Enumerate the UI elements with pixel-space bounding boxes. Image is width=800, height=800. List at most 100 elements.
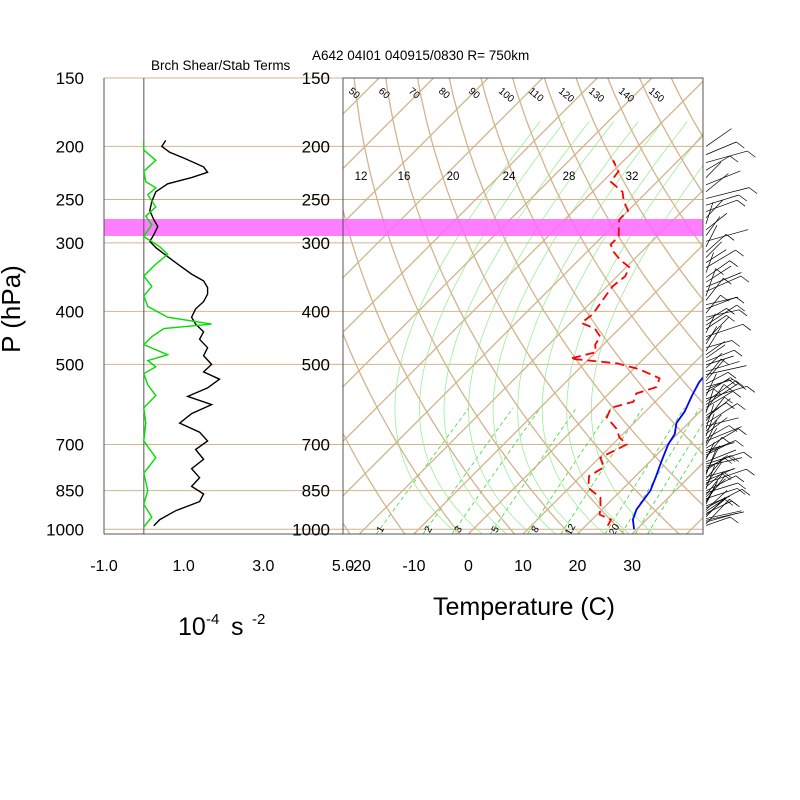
mixing-ratio-bottom-label: 1 <box>375 524 388 535</box>
wind-barb <box>705 428 739 449</box>
left-ytick-label: 500 <box>56 355 84 374</box>
left-panel-title: Brch Shear/Stab Terms <box>151 58 291 73</box>
wind-barb <box>705 471 724 488</box>
wind-barb-flag <box>743 451 752 459</box>
wind-barb <box>705 173 729 193</box>
skewt-y-tick-labels: 150 200 250 300 400 500 700 850 1000 <box>292 69 330 539</box>
unit-base: 10 <box>178 613 206 641</box>
skewt-mixing-ratio-line <box>560 407 644 534</box>
skewt-isotherm <box>343 78 435 170</box>
skewt-mixing-ratio-line <box>647 441 703 534</box>
skewt-ytick-label: 300 <box>302 234 330 253</box>
skewt-ytick-label: 1000 <box>292 520 330 539</box>
skewt-ytick-label: 200 <box>302 137 330 156</box>
skewt-dry-adiabat <box>343 331 461 534</box>
wind-barb <box>705 187 750 199</box>
left-panel-frame <box>103 78 343 535</box>
skewt-ytick-label: 500 <box>302 355 330 374</box>
skewt-moist-adiabat <box>492 121 639 534</box>
skewt-isotherms <box>343 78 703 534</box>
skewt-isotherm <box>467 298 703 534</box>
wind-barb-flag <box>735 440 744 447</box>
wind-barb-flag <box>742 324 752 331</box>
wind-barb <box>705 497 728 512</box>
wind-barbs <box>705 128 758 526</box>
skewt-mixing-ratio-line <box>489 407 577 534</box>
wind-barb <box>705 294 721 314</box>
x-axis-unit-label: 10 -4 s -2 <box>178 611 265 641</box>
wind-barb <box>705 194 739 206</box>
wind-barb-flag <box>746 386 756 393</box>
skewt-frame <box>342 77 704 535</box>
wind-barb <box>705 396 725 422</box>
wind-barb-flag <box>738 309 748 317</box>
wind-barb <box>705 427 718 446</box>
skewt-moist-adiabat <box>517 121 664 534</box>
wind-barb <box>705 390 734 408</box>
left-ytick-label: 200 <box>56 137 84 156</box>
wind-barb <box>705 484 717 505</box>
skewt-moist-adiabat <box>468 121 615 534</box>
wind-barb <box>705 511 744 521</box>
wind-barb <box>705 403 738 424</box>
skewt-isotherm <box>413 243 703 534</box>
skewt-mixing-ratio-line <box>451 407 541 534</box>
left-highlight-band <box>104 219 344 236</box>
wind-barb-flag <box>729 260 739 267</box>
wind-barb-flag <box>727 372 737 379</box>
right-panel-title: A642 04I01 040915/0830 R= 750km <box>312 48 529 63</box>
wind-barb <box>705 371 729 385</box>
wind-barb-flag <box>737 482 747 490</box>
left-ytick-label: 400 <box>56 302 84 321</box>
skewt-dry-adiabat <box>343 432 406 534</box>
wind-barb-flag <box>724 499 734 506</box>
mixing-ratio-top-label: 32 <box>626 171 639 183</box>
wind-barb <box>705 377 731 394</box>
wind-barb-flag <box>748 187 758 194</box>
wind-barb <box>705 141 737 155</box>
skewt-mixing-ratio-line <box>604 407 685 534</box>
left-series <box>142 140 221 528</box>
wind-barb <box>705 275 742 292</box>
skewt-ytick-label: 250 <box>302 191 330 210</box>
wind-barb <box>705 383 739 405</box>
wind-barb <box>705 352 723 369</box>
wind-barb-flag <box>729 498 738 506</box>
mixing-ratio-top-label: 12 <box>355 171 368 183</box>
left-ytick-label: 250 <box>56 191 84 210</box>
wind-barb <box>705 468 747 484</box>
skewt-isotherm <box>522 353 703 534</box>
left-x-tick-labels: -1.0 1.0 3.0 5.0 <box>90 558 354 575</box>
mixing-ratio-top-label: 28 <box>563 171 576 183</box>
wind-barb-flag <box>721 436 731 444</box>
wind-barb <box>705 426 742 442</box>
skewt-mixing-ratio-line <box>422 407 514 534</box>
wind-barb-flag <box>733 349 743 357</box>
wind-barb <box>705 413 715 437</box>
left-panel: 150 200 250 300 400 500 700 850 1000 -1.0 1.0 3.0 5… <box>0 69 354 641</box>
skewt-isotherm <box>343 134 703 497</box>
skewt-xtick-label: -20 <box>348 558 371 575</box>
y-axis-label: P (hPa) <box>0 265 26 353</box>
wind-barb <box>705 388 714 413</box>
left-ytick-label: 1000 <box>46 520 84 539</box>
wind-barb <box>705 199 738 212</box>
wind-barb-flag <box>738 428 747 435</box>
wind-barb <box>705 404 714 429</box>
wind-barb-flag <box>731 340 741 347</box>
wind-barb <box>705 325 722 352</box>
wind-barb <box>705 465 715 490</box>
wind-barb <box>705 380 736 403</box>
left-ytick-label: 850 <box>56 482 84 501</box>
skewt-ytick-label: 700 <box>302 435 330 454</box>
skewt-isotherm <box>343 78 653 388</box>
wind-barb-flag <box>741 489 751 496</box>
wind-barb <box>705 497 726 518</box>
wind-barb <box>705 326 718 345</box>
skewt-isotherm <box>577 407 703 534</box>
wind-barb-flag <box>724 396 733 404</box>
wind-barb-flag <box>729 155 739 163</box>
mixing-ratio-top-label: 16 <box>398 171 411 183</box>
wind-barb <box>705 202 714 225</box>
